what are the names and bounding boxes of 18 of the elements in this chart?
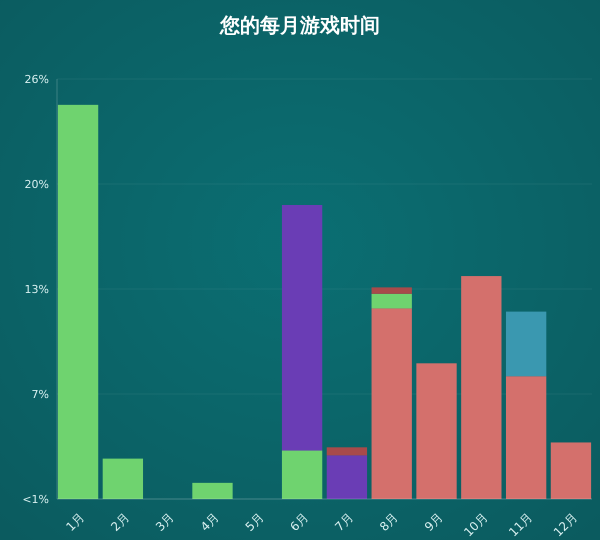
x-tick-label: 7月 — [332, 510, 356, 534]
x-tick-label: 8月 — [377, 510, 401, 534]
x-tick-label: 11月 — [506, 510, 536, 540]
x-tick-label: 4月 — [198, 510, 222, 534]
y-tick-label: <1% — [22, 492, 49, 506]
chart-title: 您的每月游戏时间 — [219, 13, 380, 37]
x-tick-label: 6月 — [287, 510, 312, 534]
x-tick-label: 5月 — [242, 510, 266, 534]
y-tick-label: 7% — [32, 388, 49, 401]
x-tick-label: 10月 — [461, 510, 490, 540]
y-tick-label: 13% — [24, 282, 49, 296]
x-tick-label: 1月 — [63, 510, 88, 534]
y-tick-label: 20% — [24, 178, 49, 191]
y-tick-label: 26% — [24, 72, 49, 86]
x-tick-label: 2月 — [108, 510, 132, 534]
x-tick-label: 9月 — [422, 510, 446, 534]
x-tick-label: 12月 — [550, 510, 580, 540]
x-tick-label: 3月 — [152, 510, 177, 534]
